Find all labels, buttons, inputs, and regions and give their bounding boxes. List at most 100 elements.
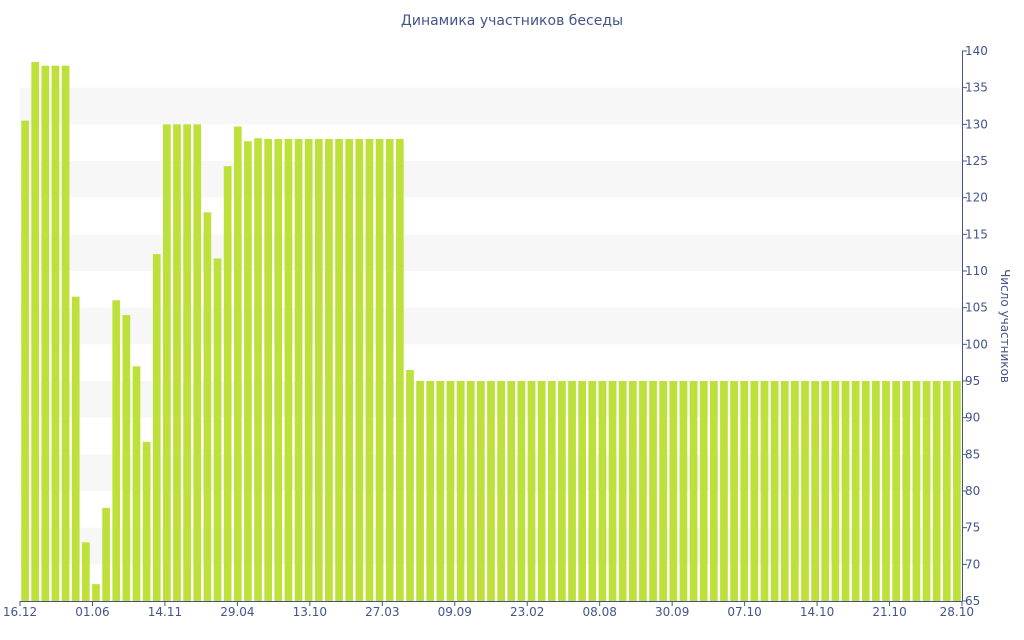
bar[interactable] — [720, 381, 728, 601]
bar[interactable] — [81, 542, 90, 601]
bar[interactable] — [213, 258, 222, 601]
bar[interactable] — [942, 381, 951, 601]
bar[interactable] — [325, 139, 333, 601]
bar[interactable] — [92, 584, 100, 601]
y-tick-label: 75 — [965, 521, 980, 535]
bar[interactable] — [385, 139, 394, 601]
bar[interactable] — [314, 139, 323, 601]
bar[interactable] — [699, 381, 708, 601]
bar[interactable] — [588, 381, 597, 601]
bar[interactable] — [406, 370, 414, 601]
bar[interactable] — [841, 381, 850, 601]
bar[interactable] — [568, 381, 576, 601]
bar[interactable] — [547, 381, 556, 601]
bar[interactable] — [791, 381, 799, 601]
bar[interactable] — [122, 315, 131, 601]
bar[interactable] — [395, 139, 404, 601]
y-tick-label: 130 — [965, 117, 988, 131]
bar[interactable] — [892, 381, 901, 601]
bar[interactable] — [537, 381, 546, 601]
bar[interactable] — [730, 381, 738, 601]
bar[interactable] — [639, 381, 647, 601]
bar[interactable] — [142, 441, 151, 601]
bar[interactable] — [953, 381, 961, 601]
bar[interactable] — [618, 381, 627, 601]
bar[interactable] — [355, 139, 364, 601]
bar[interactable] — [31, 62, 40, 601]
bar[interactable] — [497, 381, 505, 601]
bar[interactable] — [487, 381, 495, 601]
bar[interactable] — [851, 381, 860, 601]
bar[interactable] — [912, 381, 921, 601]
bar[interactable] — [811, 381, 819, 601]
bar[interactable] — [21, 120, 29, 602]
bar[interactable] — [233, 126, 242, 601]
bar[interactable] — [801, 381, 809, 601]
bar[interactable] — [669, 381, 678, 601]
bar[interactable] — [132, 366, 141, 601]
bar[interactable] — [527, 381, 536, 601]
bar[interactable] — [628, 381, 637, 601]
bar[interactable] — [71, 296, 80, 601]
bar[interactable] — [770, 381, 779, 601]
bar[interactable] — [649, 381, 657, 601]
bar[interactable] — [294, 139, 303, 601]
bar[interactable] — [446, 381, 455, 601]
bar[interactable] — [872, 381, 880, 601]
bar[interactable] — [254, 138, 262, 601]
y-tick-label: 110 — [965, 264, 988, 278]
bar[interactable] — [51, 65, 60, 602]
bar[interactable] — [882, 381, 890, 601]
bar[interactable] — [274, 139, 283, 601]
bar[interactable] — [831, 381, 840, 601]
bar[interactable] — [284, 139, 293, 601]
bar[interactable] — [922, 381, 931, 601]
bar[interactable] — [193, 124, 202, 601]
bar[interactable] — [740, 381, 749, 601]
bar[interactable] — [659, 381, 668, 601]
x-tick-label: 13.10 — [293, 605, 327, 619]
bar[interactable] — [244, 141, 252, 601]
bar[interactable] — [558, 381, 566, 601]
bar[interactable] — [689, 381, 698, 601]
bar[interactable] — [102, 507, 110, 601]
bar[interactable] — [861, 381, 870, 601]
bar[interactable] — [41, 65, 50, 602]
bar[interactable] — [750, 381, 759, 601]
bar[interactable] — [709, 381, 718, 601]
x-tick-label: 30.09 — [655, 605, 689, 619]
bar[interactable] — [375, 139, 384, 601]
bar[interactable] — [203, 212, 212, 601]
bar[interactable] — [598, 381, 607, 601]
bar[interactable] — [426, 381, 435, 601]
bar[interactable] — [679, 381, 688, 601]
bar[interactable] — [466, 381, 475, 601]
bar[interactable] — [264, 139, 273, 601]
bar[interactable] — [173, 124, 181, 601]
bar[interactable] — [61, 65, 70, 602]
bar[interactable] — [335, 139, 343, 601]
bar[interactable] — [365, 139, 374, 601]
bar[interactable] — [456, 381, 465, 601]
bar[interactable] — [608, 381, 617, 601]
bar[interactable] — [821, 381, 830, 601]
bar[interactable] — [345, 139, 354, 601]
bar[interactable] — [760, 381, 769, 601]
bar[interactable] — [436, 381, 445, 601]
bar[interactable] — [112, 300, 121, 601]
bar[interactable] — [477, 381, 485, 601]
bar[interactable] — [578, 381, 587, 601]
bar[interactable] — [932, 381, 941, 601]
bar[interactable] — [517, 381, 526, 601]
bar[interactable] — [780, 381, 789, 601]
bar[interactable] — [507, 381, 516, 601]
y-tick-label: 65 — [965, 594, 980, 608]
bar[interactable] — [223, 166, 232, 601]
bar[interactable] — [152, 254, 161, 601]
bar[interactable] — [416, 381, 424, 601]
bar[interactable] — [304, 139, 313, 601]
bar[interactable] — [183, 124, 191, 601]
bar[interactable] — [163, 124, 171, 601]
bar[interactable] — [902, 381, 911, 601]
